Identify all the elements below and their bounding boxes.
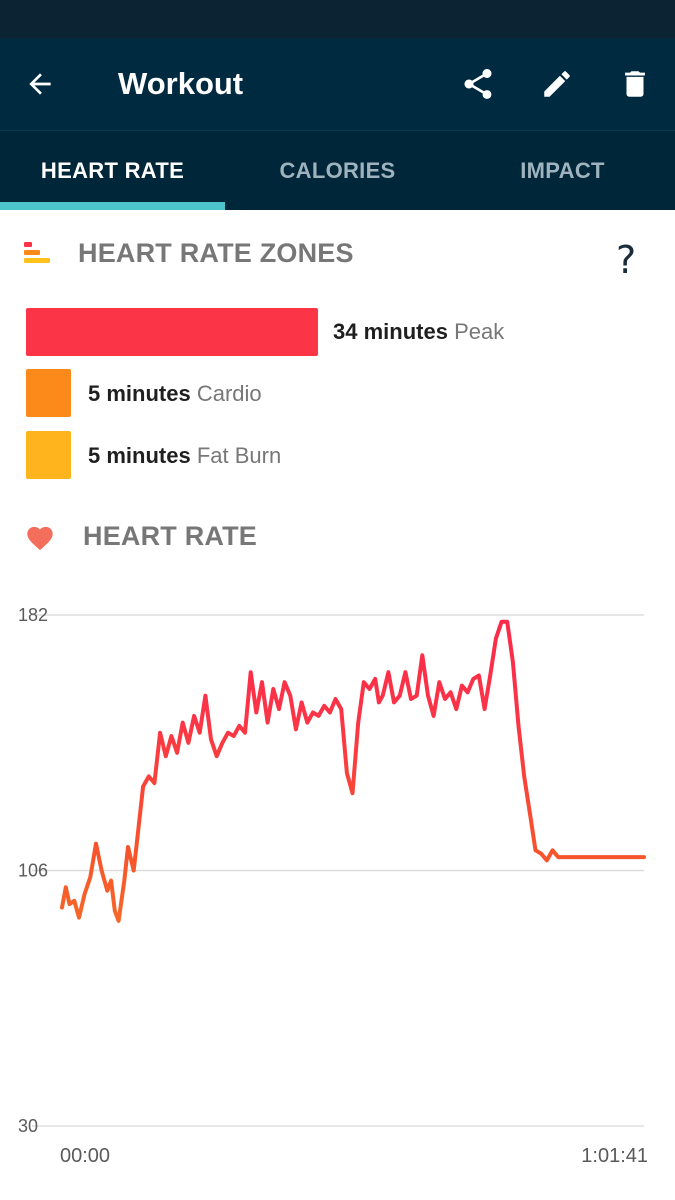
heart-icon (27, 526, 53, 551)
app-title: Workout (118, 66, 244, 101)
zone-label-fat-burn: 5 minutes Fat Burn (88, 443, 281, 469)
heart-rate-section-title: HEART RATE (83, 521, 257, 551)
status-bar (0, 0, 675, 38)
tab-bar: HEART RATE CALORIES IMPACT (0, 130, 675, 210)
zones-icon (24, 242, 50, 263)
zone-label-peak: 34 minutes Peak (333, 319, 504, 345)
edit-button[interactable] (535, 62, 579, 106)
x-tick-label-start: 00:00 (60, 1145, 110, 1167)
zones-section-title: HEART RATE ZONES (78, 238, 354, 268)
help-button[interactable]: ? (616, 238, 637, 282)
y-tick-label: 182 (18, 605, 48, 625)
back-button[interactable] (18, 62, 62, 106)
heart-rate-series-line (60, 619, 646, 923)
zone-minutes: 5 minutes (88, 443, 191, 468)
share-button[interactable] (456, 62, 500, 106)
zone-name: Fat Burn (196, 443, 282, 468)
zone-bar-cardio (26, 369, 71, 417)
x-tick-label-end: 1:01:41 (581, 1145, 648, 1167)
heart-rate-chart: 30 106 182 00:00 1:01:41 (18, 605, 648, 1167)
pencil-icon (544, 71, 570, 97)
tab-calories[interactable]: CALORIES (279, 158, 396, 183)
zone-bar-fat-burn (26, 431, 71, 479)
trash-icon (625, 71, 645, 97)
zone-label-cardio: 5 minutes Cardio (88, 381, 262, 407)
tab-heart-rate[interactable]: HEART RATE (40, 158, 185, 183)
zone-name: Cardio (196, 381, 262, 406)
y-tick-label: 30 (18, 1116, 38, 1136)
back-arrow-icon (29, 73, 51, 95)
tab-impact[interactable]: IMPACT (520, 158, 605, 183)
zone-minutes: 5 minutes (88, 381, 191, 406)
active-tab-indicator (0, 202, 225, 210)
zone-name: Peak (454, 319, 505, 344)
y-tick-label: 106 (18, 861, 48, 881)
delete-button[interactable] (613, 62, 657, 106)
zone-bar-peak (26, 308, 318, 356)
zone-minutes: 34 minutes (333, 319, 448, 344)
share-icon (464, 69, 492, 99)
app-bar: Workout (0, 38, 675, 130)
